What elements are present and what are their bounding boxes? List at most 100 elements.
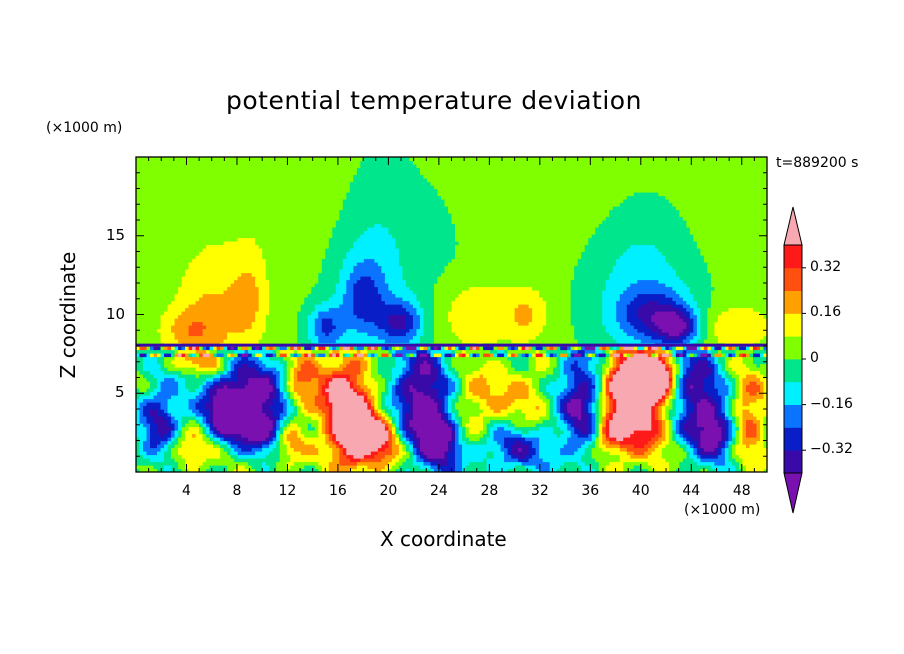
field-cell — [248, 335, 253, 340]
field-cell — [213, 195, 218, 200]
field-cell — [185, 188, 190, 193]
field-cell — [164, 416, 169, 421]
field-cell — [265, 381, 270, 386]
field-cell — [283, 304, 288, 309]
field-cell — [230, 437, 235, 442]
field-cell — [174, 199, 179, 204]
field-cell — [213, 381, 218, 386]
field-cell — [272, 199, 277, 204]
field-cell — [174, 164, 179, 169]
field-cell — [160, 300, 165, 305]
field-cell — [223, 300, 228, 305]
field-cell — [195, 223, 200, 228]
field-cell — [195, 167, 200, 172]
field-cell — [178, 419, 183, 424]
field-cell — [213, 160, 218, 165]
field-cell — [206, 356, 211, 361]
field-cell — [297, 430, 302, 435]
field-cell — [150, 262, 155, 267]
field-cell — [290, 307, 295, 312]
field-cell — [202, 416, 207, 421]
field-cell — [188, 353, 193, 358]
field-cell — [258, 377, 263, 382]
field-cell — [192, 272, 197, 277]
field-cell — [293, 209, 298, 214]
field-cell — [167, 412, 172, 417]
field-cell — [209, 181, 214, 186]
field-cell — [185, 465, 190, 470]
field-cell — [209, 283, 214, 288]
field-cell — [276, 258, 281, 263]
field-cell — [297, 318, 302, 323]
field-cell — [192, 332, 197, 337]
field-cell — [139, 174, 144, 179]
field-cell — [181, 328, 186, 333]
field-cell — [213, 251, 218, 256]
field-cell — [223, 269, 228, 274]
field-cell — [195, 461, 200, 466]
field-cell — [220, 440, 225, 445]
field-cell — [262, 353, 267, 358]
field-cell — [255, 416, 260, 421]
field-cell — [234, 258, 239, 263]
field-cell — [195, 174, 200, 179]
field-cell — [251, 304, 256, 309]
field-cell — [258, 328, 263, 333]
field-cell — [300, 286, 305, 291]
field-cell — [188, 405, 193, 410]
field-cell — [311, 374, 316, 379]
field-cell — [262, 174, 267, 179]
field-cell — [237, 437, 242, 442]
field-cell — [188, 290, 193, 295]
field-cell — [160, 248, 165, 253]
field-cell — [244, 454, 249, 459]
field-cell — [206, 188, 211, 193]
field-cell — [202, 206, 207, 211]
field-cell — [209, 279, 214, 284]
field-cell — [241, 423, 246, 428]
field-cell — [276, 405, 281, 410]
field-cell — [314, 412, 319, 417]
field-cell — [286, 447, 291, 452]
field-cell — [234, 206, 239, 211]
field-cell — [195, 335, 200, 340]
field-cell — [286, 164, 291, 169]
field-cell — [279, 405, 284, 410]
field-cell — [265, 216, 270, 221]
field-cell — [251, 272, 256, 277]
field-cell — [255, 370, 260, 375]
field-cell — [153, 384, 158, 389]
field-cell — [251, 391, 256, 396]
field-cell — [311, 213, 316, 218]
field-cell — [318, 244, 323, 249]
field-cell — [297, 199, 302, 204]
field-cell — [300, 454, 305, 459]
field-cell — [234, 325, 239, 330]
field-cell — [153, 195, 158, 200]
field-cell — [150, 423, 155, 428]
field-cell — [297, 290, 302, 295]
field-cell — [279, 195, 284, 200]
field-cell — [262, 248, 267, 253]
field-cell — [136, 157, 141, 162]
field-cell — [318, 251, 323, 256]
field-cell — [188, 426, 193, 431]
field-cell — [269, 318, 274, 323]
field-cell — [213, 370, 218, 375]
field-cell — [244, 300, 249, 305]
field-cell — [153, 318, 158, 323]
field-cell — [297, 353, 302, 358]
field-cell — [181, 416, 186, 421]
field-cell — [164, 468, 169, 472]
field-cell — [216, 395, 221, 400]
field-cell — [171, 458, 176, 463]
field-cell — [213, 423, 218, 428]
field-cell — [160, 374, 165, 379]
field-cell — [143, 454, 148, 459]
field-cell — [325, 447, 330, 452]
field-cell — [192, 255, 197, 260]
field-cell — [283, 430, 288, 435]
field-cell — [251, 339, 256, 344]
field-cell — [150, 398, 155, 403]
field-cell — [304, 255, 309, 260]
